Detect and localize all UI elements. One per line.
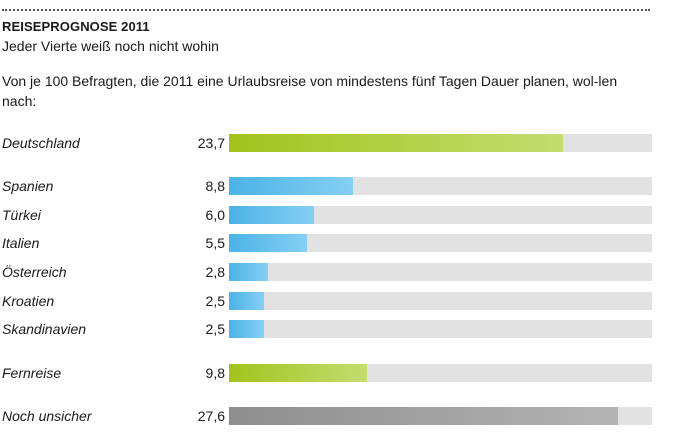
top-dotted-rule — [2, 9, 650, 11]
category-label: Skandinavien — [2, 321, 87, 337]
category-label: Kroatien — [2, 293, 55, 309]
bar-track — [229, 134, 652, 152]
bar-fill — [229, 320, 264, 338]
bar-row: Italien 5,5 — [0, 234, 683, 252]
bar-fill — [229, 234, 307, 252]
bar-track — [229, 320, 652, 338]
bar-fill — [229, 407, 618, 425]
value-label: 2,8 — [205, 264, 225, 280]
category-label: Fernreise — [2, 365, 62, 381]
bar-row: Kroatien 2,5 — [0, 292, 683, 310]
value-label: 8,8 — [205, 178, 225, 194]
bar-row: Noch unsicher 27,6 — [0, 407, 683, 425]
bar-fill — [229, 177, 353, 195]
bar-fill — [229, 206, 314, 224]
bar-track — [229, 234, 652, 252]
bar-track — [229, 206, 652, 224]
value-label: 9,8 — [205, 365, 225, 381]
category-label: Österreich — [2, 264, 67, 280]
bar-row: Skandinavien 2,5 — [0, 320, 683, 338]
category-label: Spanien — [2, 178, 54, 194]
value-label: 23,7 — [197, 135, 225, 151]
bar-track — [229, 292, 652, 310]
bar-row: Türkei 6,0 — [0, 206, 683, 224]
bar-fill — [229, 134, 563, 152]
bar-row: Fernreise 9,8 — [0, 364, 683, 382]
category-label: Türkei — [2, 207, 41, 223]
bar-fill — [229, 364, 367, 382]
bar-row: Spanien 8,8 — [0, 177, 683, 195]
category-label: Deutschland — [2, 135, 80, 151]
value-label: 2,5 — [205, 321, 225, 337]
chart-title: REISEPROGNOSE 2011 — [2, 19, 150, 34]
bar-fill — [229, 263, 268, 281]
bar-track — [229, 177, 652, 195]
bar-row: Deutschland 23,7 — [0, 134, 683, 152]
bar-track — [229, 407, 652, 425]
bar-track — [229, 364, 652, 382]
value-label: 5,5 — [205, 235, 225, 251]
bar-row: Österreich 2,8 — [0, 263, 683, 281]
chart-subtitle: Jeder Vierte weiß noch nicht wohin — [2, 38, 219, 54]
value-label: 2,5 — [205, 293, 225, 309]
category-label: Italien — [2, 235, 40, 251]
value-label: 27,6 — [197, 408, 225, 424]
bar-track — [229, 263, 652, 281]
chart-intro-text: Von je 100 Befragten, die 2011 eine Urla… — [2, 73, 618, 109]
value-label: 6,0 — [205, 207, 225, 223]
bar-fill — [229, 292, 264, 310]
category-label: Noch unsicher — [2, 408, 92, 424]
